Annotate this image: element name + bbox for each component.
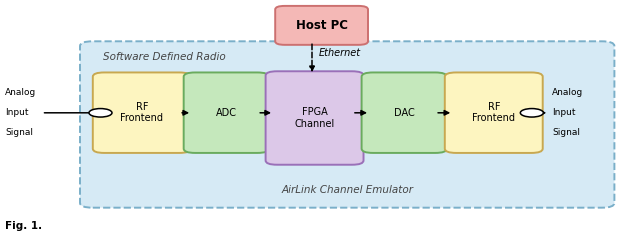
FancyBboxPatch shape	[275, 6, 368, 45]
FancyBboxPatch shape	[362, 72, 447, 153]
Text: Analog: Analog	[552, 88, 584, 97]
FancyBboxPatch shape	[80, 41, 614, 208]
FancyBboxPatch shape	[266, 71, 364, 165]
Text: AirLink Channel Emulator: AirLink Channel Emulator	[281, 185, 413, 195]
Text: FPGA
Channel: FPGA Channel	[294, 107, 335, 129]
Text: Software Defined Radio: Software Defined Radio	[103, 52, 226, 62]
Text: Fig. 1.: Fig. 1.	[5, 221, 42, 231]
Text: Signal: Signal	[5, 128, 33, 137]
Text: Ethernet: Ethernet	[319, 48, 360, 59]
FancyBboxPatch shape	[445, 72, 543, 153]
FancyBboxPatch shape	[184, 72, 269, 153]
Circle shape	[89, 109, 112, 117]
Text: Input: Input	[552, 108, 576, 117]
Text: Signal: Signal	[552, 128, 580, 137]
Text: RF
Frontend: RF Frontend	[120, 102, 163, 123]
Text: Host PC: Host PC	[296, 19, 348, 32]
Text: DAC: DAC	[394, 108, 415, 118]
Text: ADC: ADC	[216, 108, 237, 118]
Text: Input: Input	[5, 108, 29, 117]
FancyBboxPatch shape	[93, 72, 191, 153]
Text: Analog: Analog	[5, 88, 36, 97]
Circle shape	[520, 109, 543, 117]
Text: RF
Frontend: RF Frontend	[472, 102, 515, 123]
